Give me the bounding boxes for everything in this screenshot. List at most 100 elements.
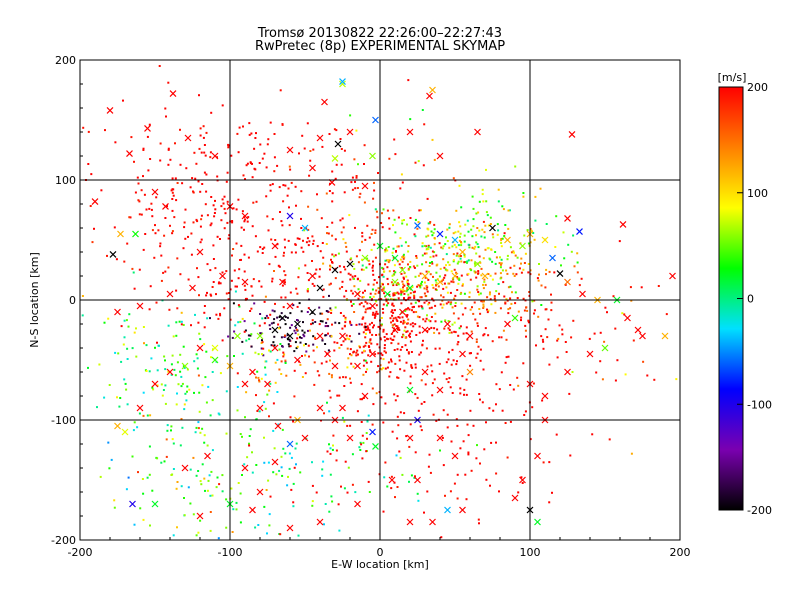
data-point-dot: [159, 242, 162, 245]
data-point-dot: [290, 488, 293, 491]
data-point-dot: [458, 239, 461, 242]
data-point-dot: [367, 354, 370, 357]
data-point-dot: [276, 358, 279, 361]
data-point-dot: [237, 277, 240, 280]
data-point-dot: [355, 351, 358, 354]
data-point-dot: [456, 497, 459, 500]
data-point-dot: [269, 328, 272, 330]
data-point-dot: [364, 344, 367, 347]
data-point-dot: [272, 341, 275, 344]
data-point-dot: [98, 363, 101, 366]
data-point-dot: [425, 252, 428, 255]
data-point-dot: [561, 328, 564, 331]
data-point-dot: [266, 532, 268, 535]
data-point-dot: [289, 326, 292, 329]
data-point-dot: [132, 271, 135, 274]
data-point-x: [369, 152, 376, 160]
data-point-dot: [303, 147, 306, 150]
data-point-dot: [163, 460, 166, 463]
data-point-dot: [351, 292, 354, 295]
data-point-dot: [396, 282, 399, 285]
data-point-dot: [402, 334, 405, 337]
data-point-dot: [176, 257, 179, 260]
data-point-dot: [481, 188, 484, 191]
data-point-dot: [199, 134, 202, 137]
data-point-dot: [153, 256, 156, 259]
data-point-dot: [507, 286, 510, 289]
data-point-dot: [349, 377, 351, 380]
data-point-dot: [401, 222, 404, 225]
data-point-dot: [472, 424, 475, 427]
data-point-dot: [591, 433, 594, 436]
data-point-dot: [395, 325, 398, 327]
data-point-dot: [209, 151, 212, 154]
data-point-dot: [231, 336, 234, 339]
data-point-dot: [381, 266, 384, 269]
data-point-x: [406, 128, 414, 136]
data-point-dot: [257, 524, 260, 526]
data-point-dot: [205, 401, 208, 404]
data-point-x: [129, 500, 136, 508]
data-point-dot: [472, 207, 475, 210]
data-point-dot: [403, 256, 406, 259]
data-point-dot: [331, 192, 334, 195]
data-point-dot: [128, 313, 131, 316]
data-point-dot: [376, 343, 379, 346]
data-point-dot: [294, 251, 297, 254]
data-point-dot: [423, 401, 426, 403]
data-point-dot: [499, 272, 502, 275]
data-point-dot: [90, 173, 93, 176]
data-point-dot: [460, 274, 463, 277]
data-point-dot: [286, 338, 289, 341]
data-point-dot: [419, 272, 422, 275]
data-point-dot: [253, 167, 256, 170]
data-point-dot: [448, 331, 451, 334]
data-point-dot: [209, 414, 212, 417]
data-point-dot: [331, 500, 334, 503]
data-point-dot: [443, 282, 446, 285]
data-point-dot: [515, 273, 518, 276]
data-point-dot: [386, 249, 389, 252]
data-point-dot: [205, 294, 208, 297]
data-point-dot: [195, 474, 198, 477]
data-point-dot: [557, 337, 560, 340]
data-point-dot: [418, 353, 421, 356]
data-point-dot: [148, 308, 151, 311]
data-point-dot: [324, 343, 327, 345]
data-point-dot: [261, 252, 264, 254]
data-point-dot: [393, 393, 396, 396]
data-point-dot: [371, 321, 373, 324]
data-point-dot: [392, 319, 394, 322]
data-point-dot: [255, 376, 257, 379]
data-point-dot: [184, 237, 187, 240]
data-point-dot: [483, 231, 486, 234]
data-point-dot: [423, 252, 426, 255]
data-point-dot: [565, 351, 568, 353]
data-point-dot: [510, 251, 513, 254]
data-point-dot: [311, 322, 314, 325]
data-point-dot: [524, 252, 527, 255]
data-point-dot: [349, 381, 352, 384]
data-point-dot: [599, 360, 602, 363]
data-point-dot: [337, 252, 340, 255]
data-point-dot: [124, 382, 127, 385]
data-point-dot: [171, 188, 174, 191]
data-point-dot: [250, 132, 253, 135]
data-point-dot: [268, 349, 270, 352]
data-point-dot: [532, 382, 535, 385]
data-point-dot: [251, 225, 254, 228]
data-point-dot: [265, 166, 268, 169]
data-point-dot: [382, 267, 385, 270]
data-point-dot: [465, 326, 468, 329]
data-point-dot: [408, 308, 411, 311]
data-point-dot: [151, 215, 154, 218]
data-point-dot: [365, 370, 367, 373]
data-point-dot: [108, 467, 111, 470]
data-point-dot: [265, 360, 268, 363]
data-point-dot: [134, 191, 137, 194]
data-point-dot: [192, 221, 195, 224]
data-point-dot: [406, 280, 409, 283]
data-point-dot: [416, 492, 419, 495]
data-point-dot: [369, 292, 372, 295]
data-point-dot: [327, 349, 330, 352]
